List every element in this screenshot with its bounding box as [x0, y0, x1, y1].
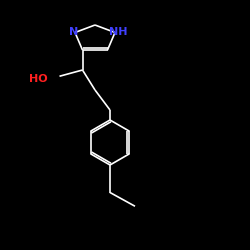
Text: HO: HO — [30, 74, 48, 84]
Text: N: N — [69, 27, 78, 37]
Text: NH: NH — [110, 27, 128, 37]
